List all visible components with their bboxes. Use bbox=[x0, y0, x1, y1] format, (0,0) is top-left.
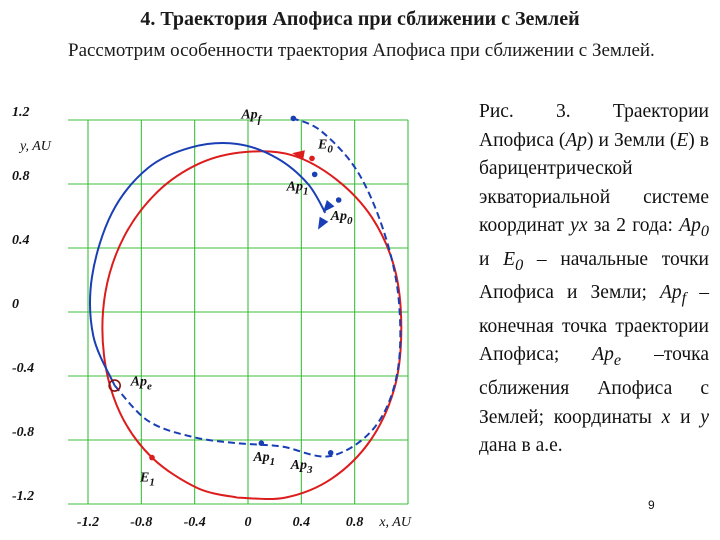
point-label-apf: Apf bbox=[240, 107, 262, 125]
point-marker bbox=[309, 155, 315, 162]
x-axis-label: x, AU bbox=[378, 515, 412, 530]
point-marker bbox=[311, 171, 318, 178]
earth-trajectory-solid bbox=[101, 150, 403, 501]
y-tick-label: -1.2 bbox=[12, 489, 34, 504]
y-tick-label: 0.4 bbox=[12, 233, 30, 248]
point-label-ap0: Ap0 bbox=[330, 209, 353, 227]
x-tick-label: -0.8 bbox=[130, 515, 152, 530]
caption-part: за 2 года: bbox=[587, 215, 680, 237]
direction-arrow bbox=[318, 216, 329, 230]
apophis-trajectory-solid bbox=[89, 142, 327, 387]
point-label-ap3: Ap3 bbox=[290, 458, 313, 476]
caption-part: Рис. 3. Траектории Апофиса ( bbox=[479, 101, 709, 151]
slide-subtitle: Рассмотрим особенности траектория Апофис… bbox=[68, 40, 655, 61]
y-axis-label: y, AU bbox=[18, 139, 52, 154]
caption-part: –точка сближения Апофиса с Землей; коорд… bbox=[479, 344, 709, 428]
caption-part: Ap bbox=[679, 215, 701, 237]
series-lines bbox=[89, 117, 403, 501]
x-tick-label: 0 bbox=[245, 515, 252, 530]
point-label-e0: E0 bbox=[317, 137, 333, 155]
x-tick-label: 0.8 bbox=[346, 515, 364, 530]
trajectory-chart: -1.2 -0.8 -0.4 0 0.4 0.8 1.2 0.8 0.4 0 -0.4 -0.8 -1.… bbox=[12, 105, 412, 530]
apophis-trajectory-dashed bbox=[113, 117, 402, 458]
direction-arrow bbox=[322, 199, 335, 213]
point-label-ape: Ape bbox=[130, 375, 152, 393]
y-tick-label: -0.4 bbox=[12, 361, 34, 376]
point-marker bbox=[290, 115, 297, 122]
caption-part: 0 bbox=[515, 255, 524, 274]
point-marker bbox=[258, 440, 265, 447]
x-tick-label: -0.4 bbox=[184, 515, 206, 530]
y-tick-label: 0 bbox=[12, 297, 19, 312]
caption-part: и bbox=[670, 406, 701, 428]
caption-part: и bbox=[479, 248, 504, 270]
tick-labels: -1.2 -0.8 -0.4 0 0.4 0.8 1.2 0.8 0.4 0 -0.4 -0.8 -1.… bbox=[12, 105, 363, 530]
caption-part: Ap bbox=[659, 282, 682, 304]
point-label-ap1: Ap1 bbox=[286, 179, 309, 197]
caption-part: дана в а.е. bbox=[479, 435, 563, 457]
caption-part: x bbox=[661, 406, 671, 428]
point-label-ap1: Ap1 bbox=[252, 450, 275, 468]
caption-part: E bbox=[676, 129, 689, 151]
x-tick-label: -1.2 bbox=[77, 515, 99, 530]
caption-part: 0 bbox=[700, 222, 709, 241]
marked-points: Apf E0 Ap1 Ap0 Ape Ap1 Ap3 E1 bbox=[108, 107, 353, 489]
direction-arrow bbox=[292, 150, 305, 161]
grid bbox=[68, 119, 409, 505]
point-label-e1: E1 bbox=[139, 471, 155, 489]
caption-part: E bbox=[503, 248, 516, 270]
caption-part: – начальные точки Апофиса и Земли; bbox=[479, 248, 709, 304]
y-tick-label: -0.8 bbox=[12, 425, 34, 440]
figure-caption: Рис. 3. Траектории Апофиса (Ap) и Земли … bbox=[479, 98, 709, 461]
page-number: 9 bbox=[648, 498, 655, 512]
point-marker bbox=[149, 454, 155, 461]
point-marker-ape bbox=[108, 379, 121, 392]
caption-part: e bbox=[613, 351, 622, 370]
x-tick-label: 0.4 bbox=[293, 515, 311, 530]
caption-part: f bbox=[681, 289, 687, 308]
slide-title: 4. Траектория Апофиса при сближении с Зе… bbox=[140, 8, 580, 30]
y-tick-label: 1.2 bbox=[12, 105, 30, 120]
caption-part: yx bbox=[570, 215, 588, 237]
caption-part: ) и Земли ( bbox=[587, 129, 677, 151]
caption-part: ) в барицентрической экваториальной сист… bbox=[479, 129, 709, 237]
caption-part: Ap bbox=[565, 129, 588, 151]
caption-part: – конечная точка траектории Апофиса; bbox=[479, 282, 710, 366]
caption-part: Ap bbox=[592, 344, 614, 366]
point-marker bbox=[327, 450, 334, 456]
point-marker bbox=[335, 197, 342, 203]
y-tick-label: 0.8 bbox=[12, 169, 30, 184]
caption-part: y bbox=[700, 406, 710, 428]
